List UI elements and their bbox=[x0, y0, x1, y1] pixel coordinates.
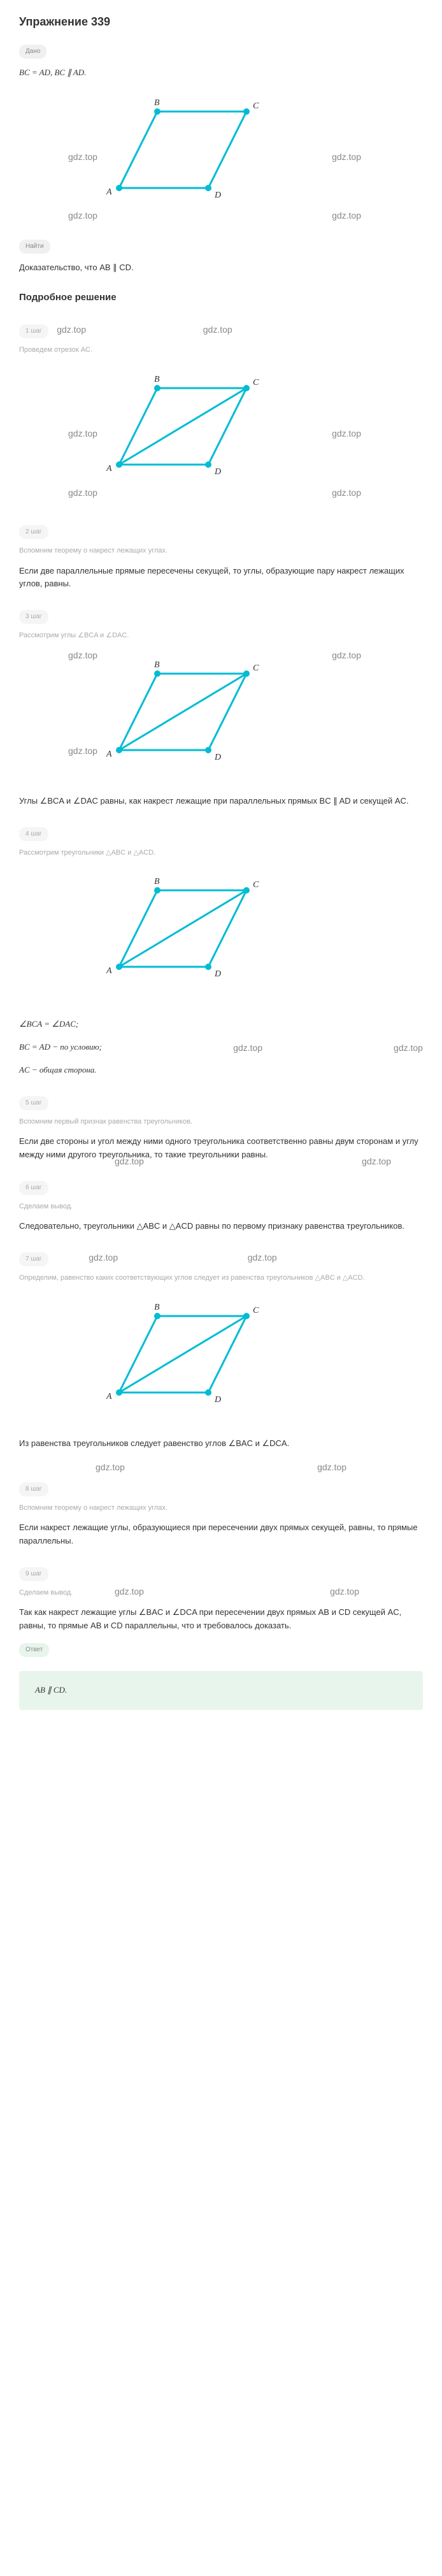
svg-text:B: B bbox=[154, 660, 160, 670]
watermark: gdz.top bbox=[332, 150, 361, 164]
eq2: BC = AD − по условию; bbox=[19, 1041, 102, 1054]
watermark: gdz.top bbox=[362, 1154, 391, 1168]
step-desc: Вспомним теорему о накрест лежащих углах… bbox=[19, 1503, 423, 1514]
parallelogram-svg: A B C D bbox=[94, 92, 272, 207]
step-badge: 6 шаг bbox=[19, 1181, 48, 1195]
watermark: gdz.top bbox=[394, 1041, 423, 1064]
step-badge: 7 шаг bbox=[19, 1252, 48, 1266]
angles-from-triangles-content: Из равенства треугольников следует равен… bbox=[19, 1438, 289, 1448]
watermark: gdz.top bbox=[332, 648, 361, 662]
step-desc: Рассмотрим треугольники △ABC и △ACD. bbox=[19, 848, 423, 859]
given-badge: Дано bbox=[19, 45, 46, 59]
svg-text:B: B bbox=[154, 877, 160, 886]
watermark: gdz.top bbox=[248, 1252, 277, 1263]
svg-text:C: C bbox=[253, 880, 259, 890]
text-triangles-equal: Следовательно, треугольники △ABC и △ACD … bbox=[19, 1220, 423, 1233]
given-text: BC = AD, BC ∥ AD. bbox=[19, 66, 423, 80]
text-cross-theorem2: Если накрест лежащие углы, образующиеся … bbox=[19, 1521, 423, 1548]
step-desc: Вспомним первый признак равенства треуго… bbox=[19, 1117, 423, 1128]
answer-badge: Ответ bbox=[19, 1643, 49, 1657]
diagram-4: A B C D bbox=[94, 871, 348, 986]
step-badge: 5 шаг bbox=[19, 1096, 48, 1110]
watermark: gdz.top bbox=[317, 1460, 346, 1474]
first-sign-content: Если две стороны и угол между ними одног… bbox=[19, 1136, 418, 1159]
step-desc: Сделаем вывод. bbox=[19, 1201, 423, 1213]
svg-text:A: A bbox=[106, 464, 112, 474]
svg-text:D: D bbox=[214, 969, 221, 979]
step-badge: 3 шаг bbox=[19, 610, 48, 624]
answer-box: AB ∥ CD. bbox=[19, 1671, 423, 1710]
parallelogram-diagonal-svg: A B C D bbox=[94, 871, 272, 986]
svg-text:B: B bbox=[154, 1303, 160, 1312]
step-badge: 9 шаг bbox=[19, 1567, 48, 1581]
text-cross-angles: Если две параллельные прямые пересечены … bbox=[19, 565, 423, 591]
answer-text: AB ∥ CD. bbox=[35, 1685, 67, 1695]
watermark: gdz.top bbox=[203, 324, 232, 335]
svg-text:D: D bbox=[214, 191, 221, 200]
text-angles-from-triangles: Из равенства треугольников следует равен… bbox=[19, 1437, 423, 1451]
diagram-2: gdz.top gdz.top gdz.top gdz.top AB CD bbox=[94, 369, 348, 484]
svg-text:D: D bbox=[214, 1395, 221, 1405]
find-badge: Найти bbox=[19, 240, 50, 254]
svg-text:C: C bbox=[253, 378, 259, 387]
svg-text:A: A bbox=[106, 187, 112, 197]
svg-text:B: B bbox=[154, 375, 160, 384]
svg-text:D: D bbox=[214, 467, 221, 477]
svg-text:C: C bbox=[253, 101, 259, 111]
parallelogram-diagonal-svg: A B C D bbox=[94, 1297, 272, 1412]
find-text: Доказательство, что AB ∥ CD. bbox=[19, 261, 423, 275]
watermark: gdz.top bbox=[89, 1252, 118, 1263]
step-badge: 4 шаг bbox=[19, 827, 48, 841]
step-desc: Вспомним теорему о накрест лежащих углах… bbox=[19, 546, 423, 557]
watermark: gdz.top bbox=[332, 426, 361, 440]
watermark: gdz.top bbox=[96, 1460, 125, 1474]
svg-text:B: B bbox=[154, 98, 160, 108]
svg-text:A: A bbox=[106, 1392, 112, 1401]
solution-title: Подробное решение bbox=[19, 290, 423, 305]
step-badge: 8 шаг bbox=[19, 1482, 48, 1496]
text-angles-equal: Углы ∠BCA и ∠DAC равны, как накрест лежа… bbox=[19, 795, 423, 808]
svg-text:A: A bbox=[106, 749, 112, 759]
diagram-1: gdz.top gdz.top gdz.top gdz.top AB CD bbox=[94, 92, 348, 207]
parallelogram-diagonal-svg: A B C D bbox=[94, 369, 272, 484]
diagram-3: gdz.top gdz.top gdz.top AB CD bbox=[94, 655, 348, 769]
step-desc: Проведем отрезок AC. bbox=[19, 345, 423, 356]
svg-text:A: A bbox=[106, 966, 112, 976]
page-title: Упражнение 339 bbox=[19, 13, 423, 31]
diagram-5: A B C D bbox=[94, 1297, 348, 1412]
step-desc: Рассмотрим углы ∠BCA и ∠DAC. bbox=[19, 630, 423, 642]
step-badge: 2 шаг bbox=[19, 525, 48, 539]
text-first-sign: Если две стороны и угол между ними одног… bbox=[19, 1135, 423, 1162]
svg-text:C: C bbox=[253, 663, 259, 673]
step-desc: Определим, равенство каких соответствующ… bbox=[19, 1273, 423, 1284]
step-desc: Сделаем вывод. bbox=[19, 1588, 423, 1599]
step-badge: 1 шаг bbox=[19, 324, 48, 338]
watermark: gdz.top bbox=[57, 324, 86, 335]
svg-text:C: C bbox=[253, 1306, 259, 1315]
eq1: ∠BCA = ∠DAC; bbox=[19, 1018, 423, 1031]
text-conclusion: Так как накрест лежащие углы ∠BAC и ∠DCA… bbox=[19, 1606, 423, 1633]
svg-text:D: D bbox=[214, 753, 221, 762]
eq3: AC − общая сторона. bbox=[19, 1064, 423, 1077]
parallelogram-diagonal-svg: A B C D bbox=[94, 655, 272, 769]
watermark: gdz.top bbox=[233, 1041, 262, 1064]
